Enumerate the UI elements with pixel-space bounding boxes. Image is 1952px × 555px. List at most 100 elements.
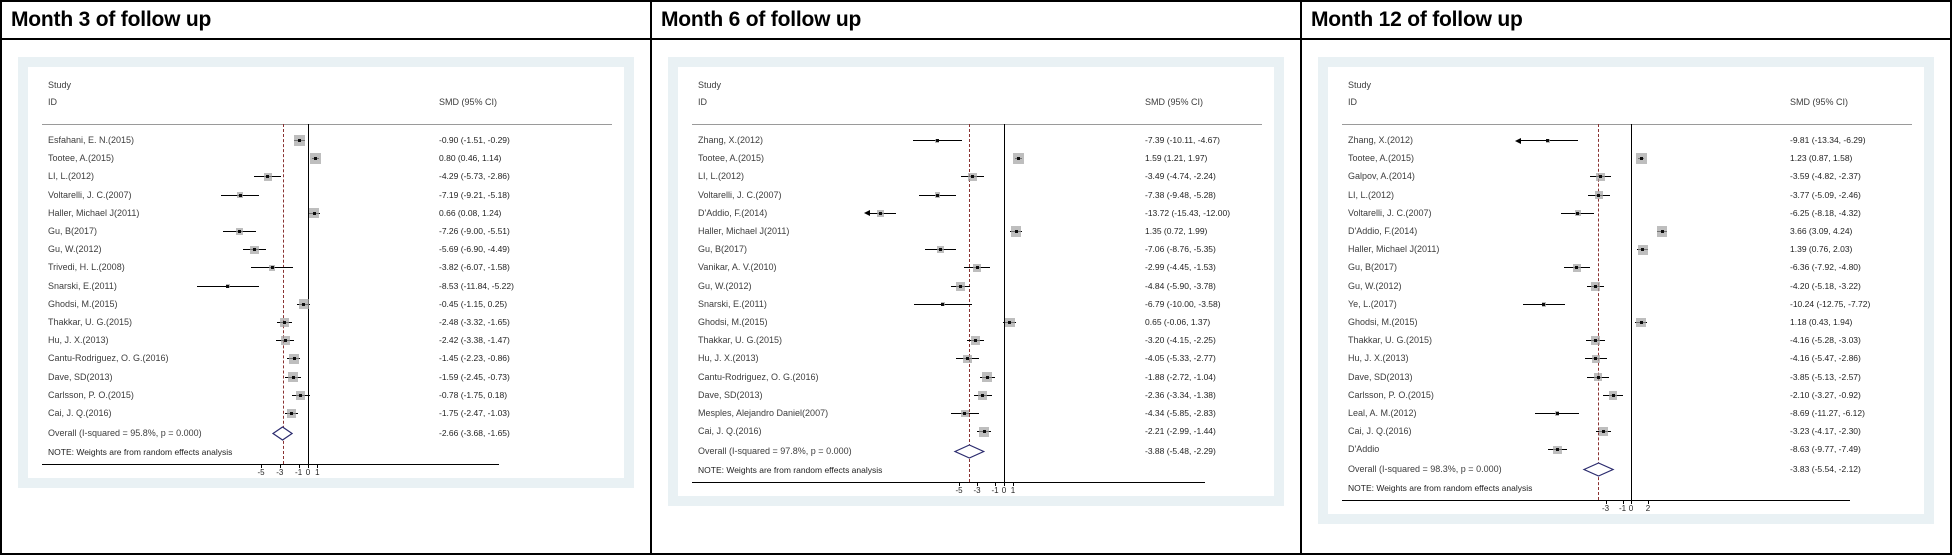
axis-tick-mark: [1013, 482, 1014, 487]
study-label: Voltarelli, J. C.(2007): [48, 189, 132, 200]
note-text: NOTE: Weights are from random effects an…: [48, 446, 233, 457]
effect-marker: [253, 248, 256, 252]
effect-marker: [1598, 175, 1602, 179]
effect-marker: [1555, 412, 1559, 415]
smd-value: -3.59 (-4.82, -2.37): [1790, 171, 1861, 182]
panel-header: Month 12 of follow up: [1302, 2, 1950, 40]
effect-marker: [975, 266, 979, 270]
overall-dashed-line: [969, 124, 971, 483]
effect-marker: [302, 302, 306, 306]
effect-marker: [1639, 321, 1643, 324]
study-label: Gu, B(2017): [1348, 262, 1398, 273]
study-label: Voltarelli, J. C.(2007): [698, 189, 782, 200]
effect-marker: [1611, 393, 1615, 397]
overall-dashed-line: [1598, 124, 1600, 501]
forest-plot: Study ID SMD (95% CI) Zhang, X.(2012) -9.81 …: [1328, 67, 1924, 515]
smd-value: 1.18 (0.43, 1.94): [1790, 317, 1853, 327]
smd-value: -0.45 (-1.15, 0.25): [439, 298, 508, 309]
study-label: Hu, J. X.(2013): [48, 335, 109, 346]
smd-value: -3.20 (-4.15, -2.25): [1145, 335, 1216, 346]
effect-marker: [238, 230, 242, 233]
study-label: Gu, B(2017): [48, 226, 98, 236]
axis-tick-label: 1: [1010, 486, 1016, 496]
axis-tick-label: -3: [276, 468, 284, 477]
effect-marker: [226, 284, 230, 288]
study-label: Cantu-Rodriguez, O. G.(2016): [48, 353, 169, 364]
study-label: Esfahani, E. N.(2015): [48, 135, 135, 145]
axis-tick-mark: [1622, 500, 1624, 505]
study-label: Trivedi, H. L.(2008): [48, 262, 125, 273]
effect-marker: [971, 175, 975, 179]
overall-diamond: [272, 426, 294, 441]
study-label: Ghodsi, M.(2015): [698, 317, 768, 327]
effect-marker: [1602, 430, 1606, 434]
column-header-smd: SMD (95% CI): [1145, 97, 1204, 107]
effect-marker: [973, 339, 977, 343]
axis-tick-mark: [995, 482, 996, 487]
effect-marker: [283, 321, 287, 324]
axis-tick-mark: [298, 464, 300, 468]
header-rule: [692, 124, 1262, 125]
axis-tick-mark: [261, 464, 262, 468]
effect-marker: [1597, 193, 1601, 197]
smd-value: -7.26 (-9.00, -5.51): [439, 226, 510, 236]
study-label: Gu, B(2017): [698, 244, 748, 255]
study-label: Ghodsi, M.(2015): [1348, 317, 1418, 327]
effect-marker: [298, 139, 302, 142]
graph-region: Study ID SMD (95% CI) Esfahani, E. N.(2015)…: [18, 57, 634, 488]
effect-marker: [1542, 302, 1546, 306]
study-label: Gu, W.(2012): [698, 280, 752, 291]
smd-value: -7.06 (-8.76, -5.35): [1145, 244, 1216, 255]
effect-marker: [292, 357, 296, 361]
effect-marker: [266, 175, 270, 179]
study-label: Dave, SD(2013): [1348, 371, 1413, 382]
smd-value: -13.72 (-15.43, -12.00): [1145, 207, 1231, 218]
study-label: Haller, Michael J(2011): [1348, 244, 1440, 255]
study-label: Hu, J. X.(2013): [698, 353, 759, 364]
null-effect-line: [308, 124, 309, 464]
smd-value: -8.63 (-9.77, -7.49): [1790, 444, 1861, 455]
graph-region: Study ID SMD (95% CI) Zhang, X.(2012) -9.81 …: [1318, 57, 1934, 525]
overall-label: Overall (I-squared = 95.8%, p = 0.000): [48, 428, 202, 438]
smd-value: -4.34 (-5.85, -2.83): [1145, 408, 1216, 418]
study-label: Hu, J. X.(2013): [1348, 353, 1409, 364]
axis-tick-mark: [308, 464, 309, 468]
effect-marker: [1016, 157, 1020, 161]
smd-value: -5.69 (-6.90, -4.49): [439, 244, 510, 255]
effect-marker: [936, 193, 940, 197]
effect-marker: [935, 139, 939, 142]
effect-marker: [879, 211, 883, 215]
header-rule: [1342, 124, 1912, 125]
effect-marker: [1575, 266, 1579, 270]
effect-marker: [938, 248, 942, 252]
study-label: Haller, Michael J(2011): [698, 226, 790, 236]
effect-marker: [283, 339, 287, 343]
smd-value: 3.66 (3.09, 4.24): [1790, 226, 1853, 236]
panel-title: Month 3 of follow up: [11, 8, 212, 31]
axis-tick-mark: [959, 482, 960, 487]
smd-value: -7.19 (-9.21, -5.18): [439, 189, 510, 200]
smd-value: -1.75 (-2.47, -1.03): [439, 408, 510, 418]
effect-marker: [1641, 248, 1645, 252]
study-label: Thakkar, U. G.(2015): [698, 335, 783, 346]
panel-month-12: Month 12 of follow up Study ID SMD (95% CI…: [1300, 2, 1950, 553]
axis-tick-label: -3: [1601, 504, 1610, 514]
study-label: Thakkar, U. G.(2015): [48, 317, 133, 327]
smd-value: -7.39 (-10.11, -4.67): [1145, 135, 1220, 145]
study-label: D'Addio, F.(2014): [698, 207, 768, 218]
column-header-id: ID: [698, 97, 707, 107]
smd-value: -2.42 (-3.38, -1.47): [439, 335, 510, 346]
axis-tick-mark: [1631, 500, 1632, 505]
smd-value: -4.29 (-5.73, -2.86): [439, 171, 510, 182]
axis-tick-label: 0: [1628, 504, 1634, 514]
study-label: Tootee, A.(2015): [698, 153, 765, 164]
null-effect-line: [1631, 124, 1632, 501]
study-label: Mesples, Alejandro Daniel(2007): [698, 408, 829, 418]
smd-value: 1.35 (0.72, 1.99): [1145, 226, 1208, 236]
study-label: Tootee, A.(2015): [1348, 153, 1415, 164]
note-text: NOTE: Weights are from random effects an…: [698, 464, 883, 475]
study-label: Voltarelli, J. C.(2007): [1348, 207, 1432, 218]
effect-marker: [1008, 321, 1012, 324]
effect-marker: [1576, 211, 1580, 215]
